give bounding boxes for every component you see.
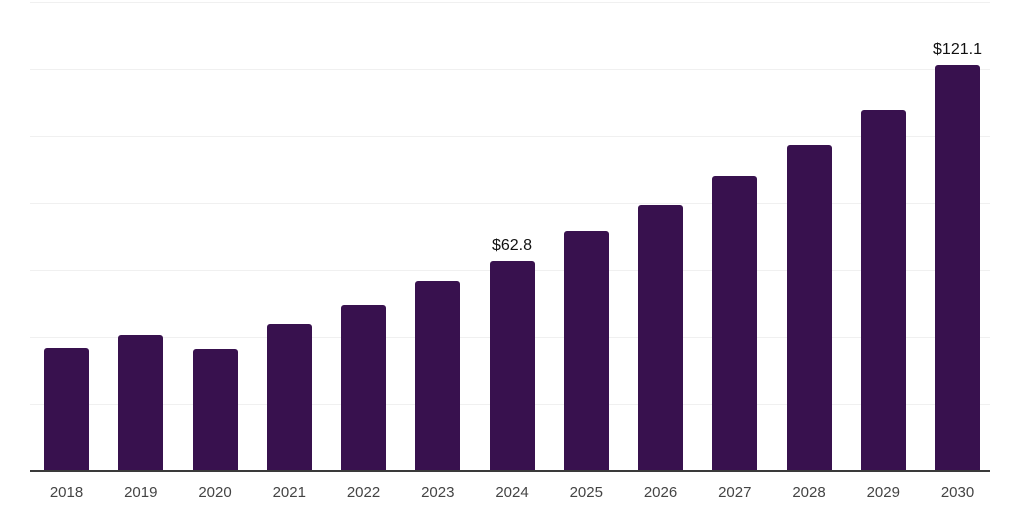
bar-2020 bbox=[192, 349, 238, 471]
x-tick-label-2027: 2027 bbox=[718, 484, 752, 501]
bar-2029 bbox=[860, 109, 906, 471]
bar-2024 bbox=[489, 260, 535, 471]
plot-area bbox=[30, 2, 990, 471]
x-tick-label-2023: 2023 bbox=[421, 484, 455, 501]
bar-2028 bbox=[786, 145, 832, 471]
gridline bbox=[30, 136, 990, 137]
bar-2030 bbox=[935, 65, 980, 471]
x-tick-label-2022: 2022 bbox=[346, 484, 381, 501]
x-tick-label-2024: 2024 bbox=[495, 484, 529, 501]
bar-2023 bbox=[415, 281, 461, 471]
bar-2027 bbox=[712, 175, 758, 471]
x-tick-label-2030: 2030 bbox=[940, 484, 975, 501]
x-tick-label-2019: 2019 bbox=[124, 484, 158, 501]
bar-2026 bbox=[638, 205, 683, 471]
bar-2019 bbox=[118, 335, 164, 471]
bar-2018 bbox=[44, 348, 89, 471]
bar-2022 bbox=[341, 304, 386, 471]
bar-2025 bbox=[563, 231, 609, 471]
x-axis-line bbox=[30, 470, 990, 472]
gridline bbox=[30, 2, 990, 3]
x-tick-label-2020: 2020 bbox=[198, 484, 232, 501]
x-tick-label-2026: 2026 bbox=[643, 484, 678, 501]
gridline bbox=[30, 203, 990, 204]
bar-2021 bbox=[266, 323, 312, 471]
data-label-2030: $121.1 bbox=[933, 41, 982, 59]
x-tick-label-2025: 2025 bbox=[569, 484, 603, 501]
gridline bbox=[30, 69, 990, 70]
data-label-2024: $62.8 bbox=[491, 236, 533, 254]
x-tick-label-2018: 2018 bbox=[49, 484, 84, 501]
x-tick-label-2028: 2028 bbox=[792, 484, 826, 501]
x-tick-label-2029: 2029 bbox=[866, 484, 900, 501]
x-tick-label-2021: 2021 bbox=[272, 484, 306, 501]
